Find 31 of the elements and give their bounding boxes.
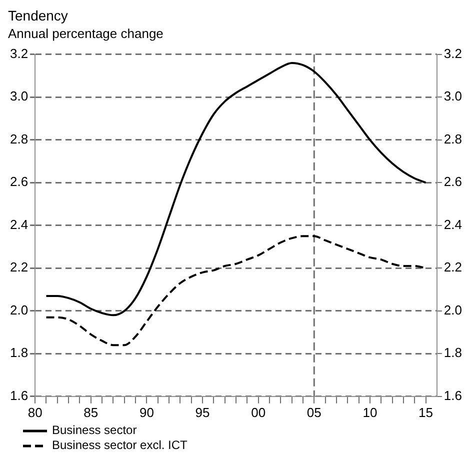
y2-tick-label: 3.2 [10, 46, 28, 61]
y2-tick-label: 2.2 [10, 260, 28, 275]
legend-label: Business sector excl. ICT [52, 438, 188, 453]
x-tick-label: 80 [28, 404, 42, 420]
x-tick-label: 90 [139, 404, 154, 420]
y-tick-label: 1.6 [444, 388, 462, 403]
y-tick-label: 2.2 [444, 260, 462, 275]
y-tick-label: 2.8 [444, 131, 462, 146]
x-tick-label: 85 [84, 404, 98, 420]
x-tick-label: 10 [362, 404, 378, 420]
line-series [45, 62, 427, 316]
y-tick-label: 2.6 [444, 174, 462, 190]
x-tick-label: 05 [306, 404, 322, 420]
y-tick-label: 3.0 [444, 88, 462, 104]
y-tick-label: 3.2 [444, 46, 462, 61]
y-tick-label: 1.8 [444, 345, 462, 360]
chart-subtitle: Annual percentage change [8, 26, 164, 42]
y2-tick-label: 2.0 [10, 302, 28, 318]
legend-label: Business sector [52, 423, 137, 438]
y2-tick-label: 1.6 [10, 388, 28, 403]
y2-tick-label: 1.8 [10, 345, 28, 360]
x-tick-label: 00 [251, 404, 266, 420]
y2-tick-label: 2.4 [10, 216, 28, 232]
x-tick-label: 95 [195, 404, 210, 420]
x-tick-label: 15 [418, 404, 433, 420]
chart-title: Tendency [8, 7, 68, 24]
y2-tick-label: 2.6 [10, 174, 28, 190]
y-tick-label: 2.0 [444, 302, 462, 318]
y-tick-label: 2.4 [444, 216, 462, 232]
y2-tick-label: 3.0 [10, 88, 28, 104]
y2-tick-label: 2.8 [10, 131, 28, 146]
